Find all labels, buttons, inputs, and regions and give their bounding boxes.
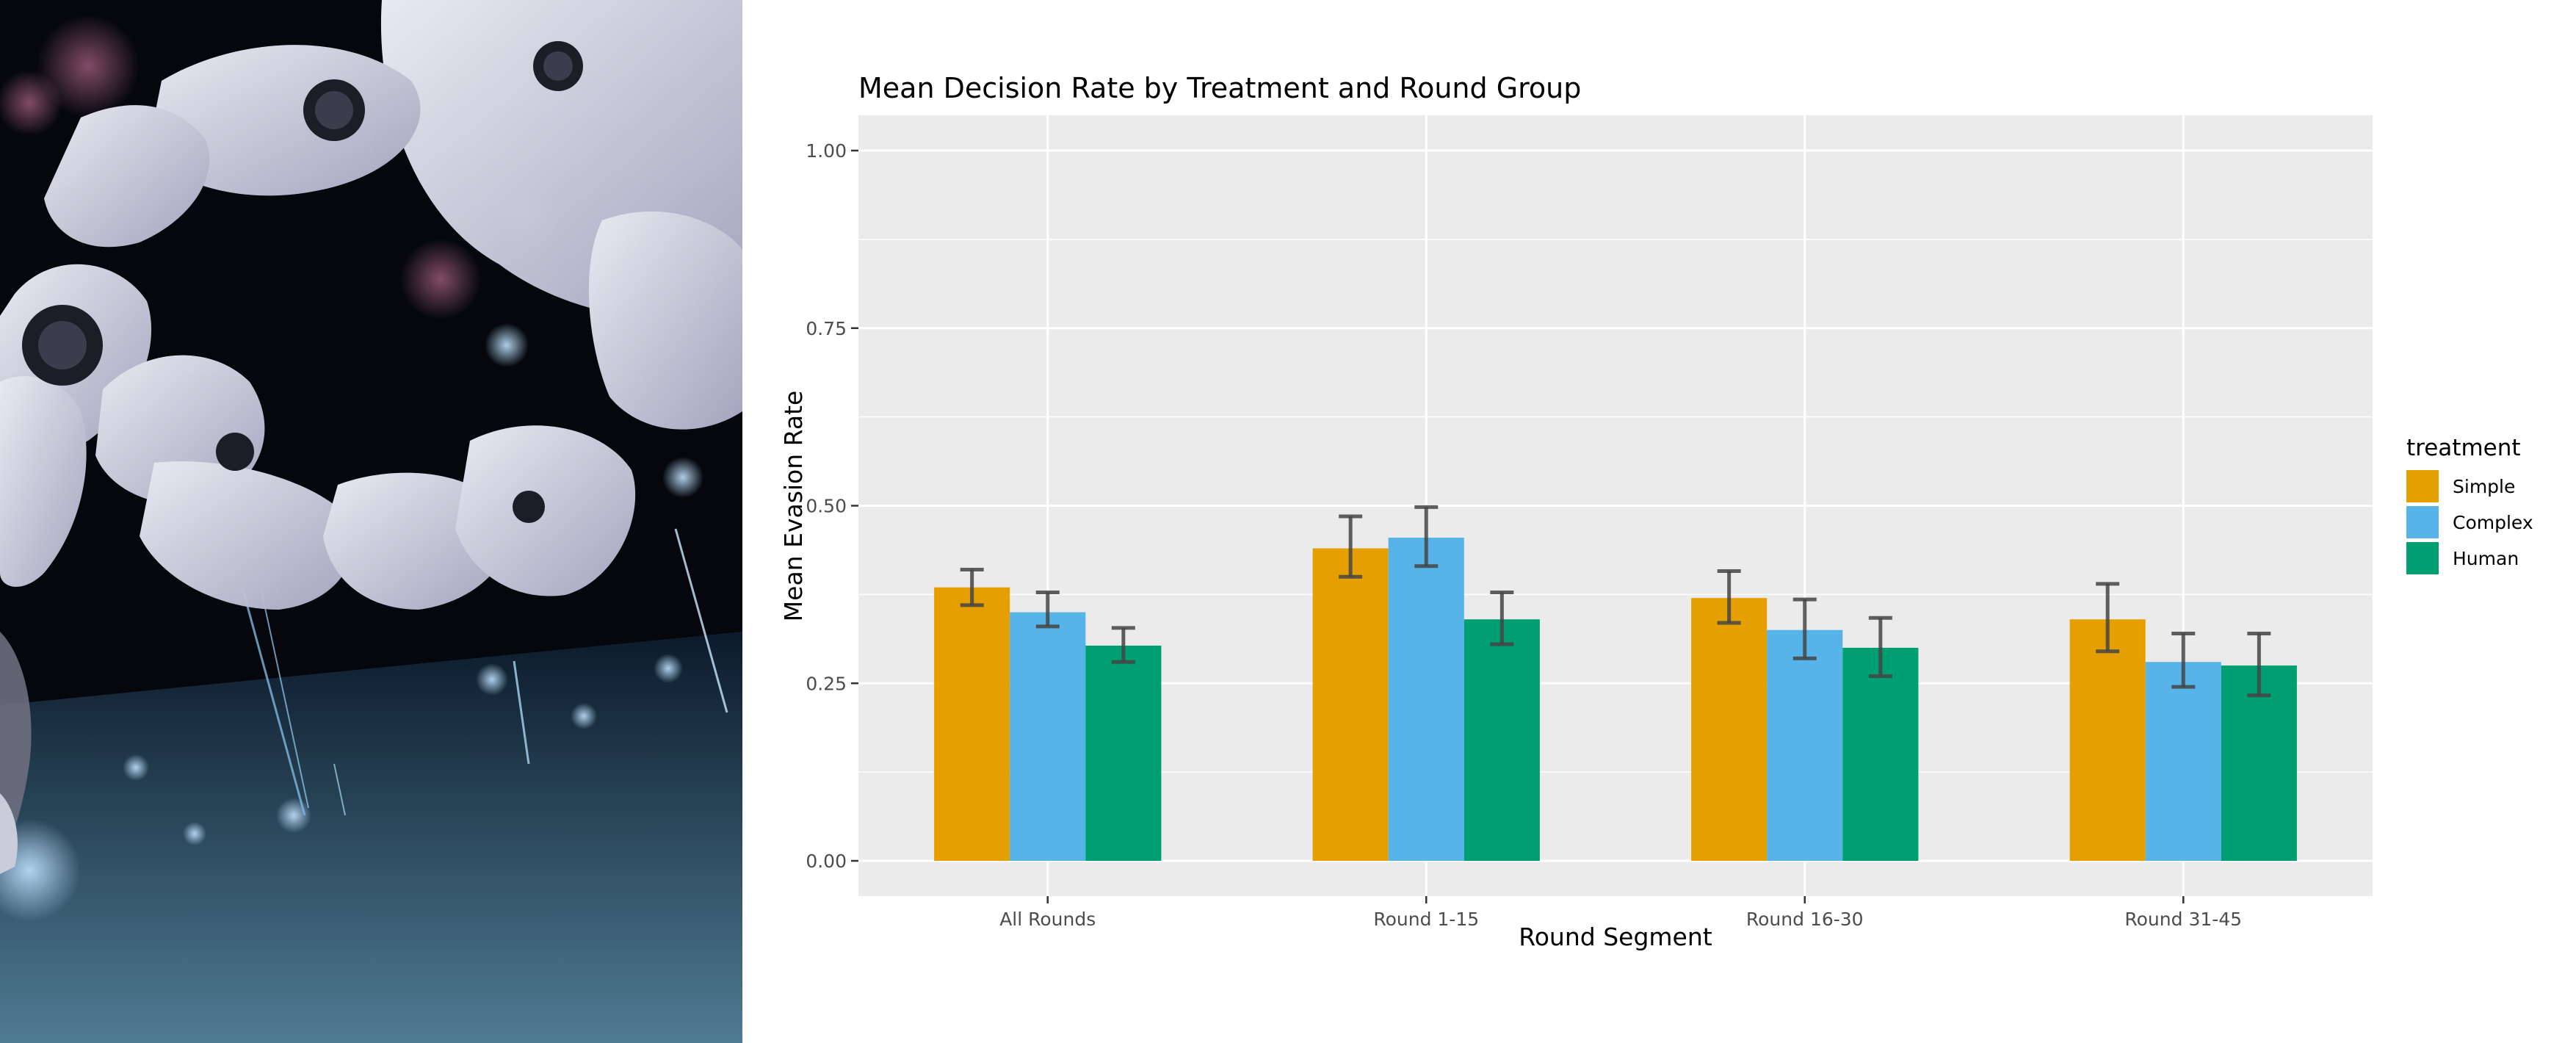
bar-human-3 bbox=[1842, 647, 1919, 861]
bar-simple-2 bbox=[1312, 548, 1389, 861]
robot-arm-photo bbox=[0, 0, 742, 1043]
bar-chart: Mean Decision Rate by Treatment and Roun… bbox=[779, 72, 2533, 951]
y-axis-title: Mean Evasion Rate bbox=[779, 391, 808, 622]
robot-arm-photo-art bbox=[0, 0, 742, 1043]
bar-simple-4 bbox=[2069, 619, 2146, 861]
x-tick-label: Round 31-45 bbox=[2124, 909, 2242, 930]
y-tick-label: 0.00 bbox=[806, 851, 847, 872]
bar-simple-1 bbox=[934, 587, 1010, 861]
error-bar-simple-2 bbox=[1339, 514, 1363, 579]
error-bar-complex-2 bbox=[1414, 505, 1439, 569]
bar-human-4 bbox=[2221, 665, 2297, 861]
chart-panel: Mean Decision Rate by Treatment and Roun… bbox=[742, 0, 2576, 1043]
y-tick-label: 0.75 bbox=[806, 318, 847, 339]
legend-label-human: Human bbox=[2453, 548, 2519, 569]
chart-title: Mean Decision Rate by Treatment and Roun… bbox=[858, 72, 1581, 104]
bar-human-1 bbox=[1085, 645, 1162, 861]
error-bar-simple-1 bbox=[960, 568, 984, 607]
bar-human-2 bbox=[1464, 619, 1540, 861]
legend-label-simple: Simple bbox=[2453, 476, 2515, 497]
bar-complex-1 bbox=[1010, 612, 1086, 861]
error-bar-human-2 bbox=[1490, 590, 1514, 646]
error-bar-complex-1 bbox=[1035, 590, 1060, 629]
error-bar-human-1 bbox=[1111, 626, 1135, 664]
x-tick-label: All Rounds bbox=[999, 909, 1096, 930]
x-axis-title: Round Segment bbox=[1519, 923, 1712, 951]
legend-key-human bbox=[2406, 542, 2439, 574]
error-bar-complex-4 bbox=[2171, 632, 2196, 689]
error-bar-simple-4 bbox=[2096, 582, 2120, 654]
legend-key-complex bbox=[2406, 506, 2439, 538]
y-tick-label: 1.00 bbox=[806, 140, 847, 162]
error-bar-simple-3 bbox=[1717, 569, 1741, 625]
bar-complex-3 bbox=[1767, 629, 1843, 861]
legend-label-complex: Complex bbox=[2453, 512, 2533, 533]
error-bar-human-4 bbox=[2247, 632, 2271, 698]
x-tick-label: Round 16-30 bbox=[1746, 909, 1864, 930]
x-axis: All Rounds Round 1-15 Round 16-30 Round 31-… bbox=[999, 896, 2242, 930]
legend-key-simple bbox=[2406, 470, 2439, 502]
x-tick-label: Round 1-15 bbox=[1373, 909, 1479, 930]
y-tick-label: 0.25 bbox=[806, 673, 847, 694]
bar-complex-4 bbox=[2145, 662, 2221, 861]
legend: treatment Simple Complex Human bbox=[2406, 435, 2533, 574]
legend-title: treatment bbox=[2406, 435, 2521, 461]
bars bbox=[934, 538, 2297, 861]
error-bar-human-3 bbox=[1868, 616, 1892, 679]
error-bar-complex-3 bbox=[1792, 597, 1817, 660]
bar-simple-3 bbox=[1691, 598, 1768, 861]
y-axis: 0.00 0.25 0.50 0.75 1.00 bbox=[806, 140, 858, 872]
bar-complex-2 bbox=[1388, 538, 1464, 861]
y-tick-label: 0.50 bbox=[806, 496, 847, 517]
error-bars bbox=[960, 505, 2271, 698]
